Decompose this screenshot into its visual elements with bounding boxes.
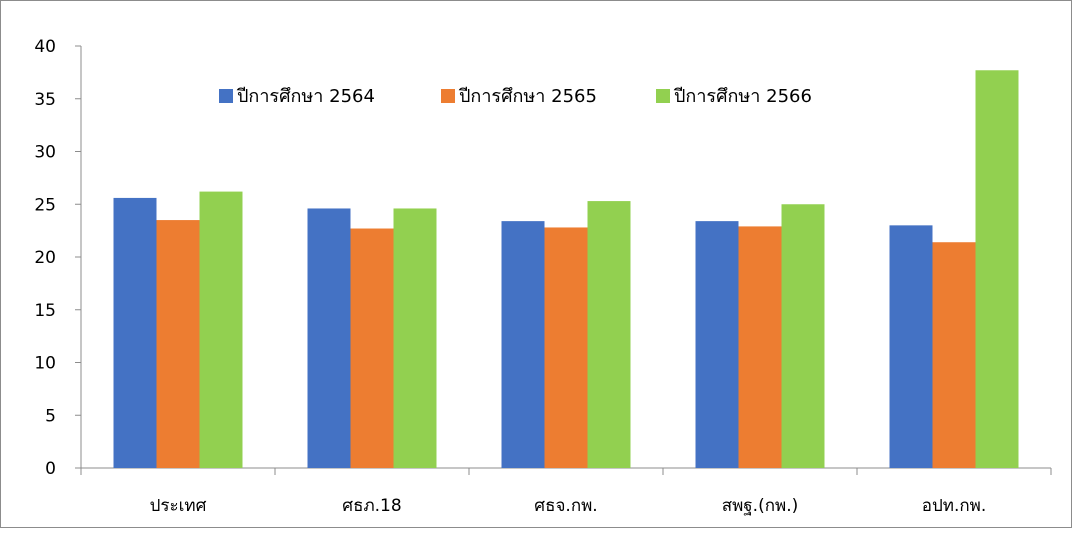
x-category-label: ประเทศ bbox=[150, 496, 207, 516]
x-category-label: ศธจ.กพ. bbox=[534, 496, 597, 516]
bar bbox=[587, 201, 631, 468]
bar bbox=[393, 208, 437, 468]
legend-label: ปีการศึกษา 2564 bbox=[237, 86, 375, 107]
legend-label: ปีการศึกษา 2565 bbox=[459, 86, 597, 107]
bar bbox=[738, 226, 782, 468]
bar bbox=[695, 221, 739, 468]
legend-swatch bbox=[219, 89, 233, 103]
y-tick-label: 15 bbox=[34, 301, 56, 321]
bar bbox=[975, 70, 1019, 468]
x-category-label: สพฐ.(กพ.) bbox=[722, 496, 799, 516]
bars bbox=[113, 70, 1019, 469]
bar bbox=[156, 220, 200, 468]
y-tick-label: 25 bbox=[34, 195, 56, 215]
bar bbox=[781, 204, 825, 468]
legend: ปีการศึกษา 2564 ปีการศึกษา 2565 ปีการศึกษา… bbox=[219, 86, 812, 107]
bar bbox=[544, 227, 588, 468]
legend-swatch bbox=[656, 89, 670, 103]
y-tick-label: 40 bbox=[34, 37, 56, 57]
axes: 0 5 10 15 20 25 30 35 40 ประเทศ ศธภ.18 ศธจ.กพ. สพฐ.(… bbox=[34, 37, 1052, 516]
bar bbox=[307, 208, 351, 468]
x-category-label: อปท.กพ. bbox=[922, 496, 987, 516]
legend-label: ปีการศึกษา 2566 bbox=[674, 86, 812, 107]
y-tick-label: 0 bbox=[45, 459, 56, 479]
y-tick-label: 35 bbox=[34, 90, 56, 110]
bar bbox=[350, 228, 394, 468]
y-tick-label: 10 bbox=[34, 354, 56, 374]
y-tick-label: 30 bbox=[34, 143, 56, 163]
legend-swatch bbox=[441, 89, 455, 103]
y-tick-label: 5 bbox=[45, 406, 56, 426]
bar bbox=[199, 191, 243, 468]
y-tick-label: 20 bbox=[34, 248, 56, 268]
bar bbox=[501, 221, 545, 468]
x-category-label: ศธภ.18 bbox=[342, 496, 401, 516]
bar bbox=[113, 197, 157, 469]
bar bbox=[932, 242, 976, 468]
bar bbox=[889, 225, 933, 468]
